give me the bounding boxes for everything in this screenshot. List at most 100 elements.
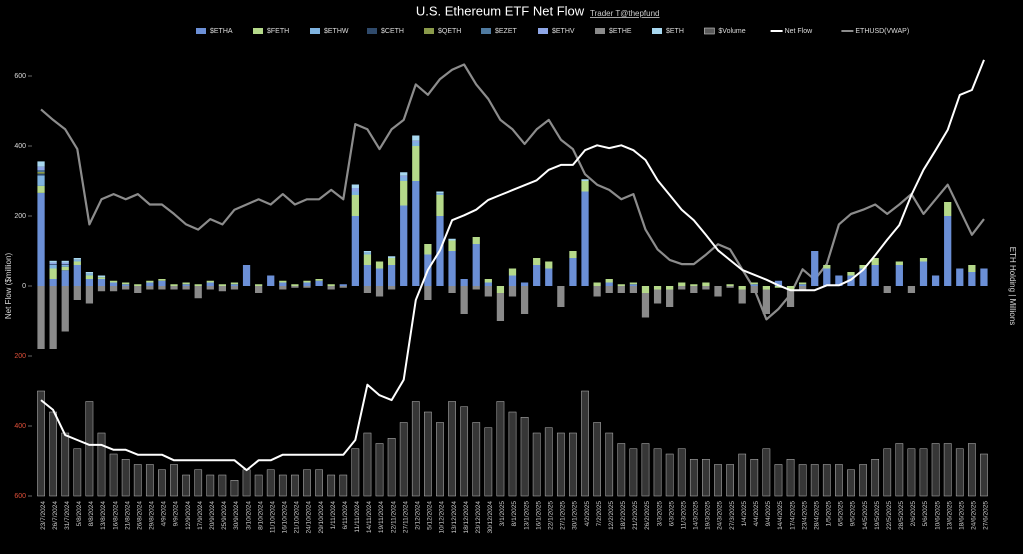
x-tick-label: 24/3/2025 <box>717 501 724 530</box>
flow-bar <box>666 289 674 307</box>
x-tick-label: 21/8/2024 <box>124 501 131 530</box>
flow-bar <box>267 275 275 286</box>
volume-bar <box>97 432 106 497</box>
flow-bar <box>496 286 505 293</box>
volume-bar <box>266 469 275 497</box>
legend-swatch <box>481 28 491 34</box>
flow-bar <box>472 244 480 286</box>
x-tick-label: 21/2/2025 <box>632 501 639 530</box>
flow-bar <box>774 280 783 286</box>
x-tick-label: 11/11/2024 <box>354 501 361 533</box>
flow-bar <box>944 202 952 216</box>
flow-bar <box>339 284 347 286</box>
legend-label: $ETHW <box>324 28 349 35</box>
flow-bar <box>61 262 69 265</box>
x-tick-label: 16/8/2024 <box>112 501 119 530</box>
flow-bar <box>85 275 94 279</box>
x-tick-label: 31/7/2024 <box>64 501 71 530</box>
flow-layer <box>37 135 988 349</box>
flow-bar <box>85 273 94 276</box>
volume-bar <box>254 474 263 497</box>
x-tick-label: 10/12/2024 <box>439 501 446 534</box>
volume-bar <box>605 432 614 497</box>
flow-bar <box>629 284 638 286</box>
flow-bar <box>351 195 359 216</box>
x-tick-label: 18/2/2025 <box>620 501 627 530</box>
x-tick-label: 18/6/2025 <box>958 501 965 530</box>
flow-bar <box>206 282 214 286</box>
x-tick-label: 13/1/2025 <box>523 501 530 530</box>
flow-bar <box>49 260 57 263</box>
flow-bar <box>375 286 384 297</box>
flow-bar <box>605 279 613 283</box>
volume-bar <box>955 448 964 497</box>
flow-bar <box>375 268 384 286</box>
volume-bar <box>351 448 360 497</box>
flow-bar <box>605 282 613 286</box>
flow-bar <box>206 286 214 290</box>
flow-bar <box>436 195 444 216</box>
x-tick-label: 11/10/2024 <box>269 501 276 533</box>
x-tick-label: 2/6/2025 <box>910 501 917 527</box>
legend-label: $QETH <box>438 28 461 35</box>
x-tick-label: 23/12/2024 <box>475 501 482 534</box>
volume-bar <box>339 474 348 497</box>
x-tick-label: 19/5/2025 <box>874 501 881 530</box>
flow-bar <box>786 289 795 307</box>
flow-bar <box>49 262 57 265</box>
flow-bar <box>206 280 214 283</box>
x-tick-label: 30/9/2024 <box>233 501 240 530</box>
volume-bar <box>508 411 517 497</box>
legend-label: $Volume <box>718 28 745 35</box>
volume-bar <box>822 464 831 497</box>
flow-bar <box>363 251 372 253</box>
flow-bar <box>351 184 359 188</box>
flow-bar <box>460 279 468 286</box>
x-tick-label: 13/6/2025 <box>946 501 953 530</box>
flow-bar <box>363 254 372 265</box>
flow-bar <box>799 282 807 285</box>
flow-bar <box>109 280 118 283</box>
flow-bar <box>37 170 45 172</box>
flow-bar <box>895 265 903 286</box>
flow-bar <box>400 172 408 176</box>
flow-bar <box>702 282 710 286</box>
x-tick-label: 21/10/2024 <box>294 501 301 534</box>
flow-bar <box>387 258 396 265</box>
flow-bar <box>291 284 299 286</box>
x-tick-label: 6/11/2024 <box>342 501 349 530</box>
flow-bar <box>750 284 758 286</box>
volume-bar <box>424 411 432 497</box>
flow-bar <box>400 205 408 286</box>
flow-bar <box>85 279 94 286</box>
flow-bar <box>545 261 553 269</box>
flow-bar <box>617 286 625 293</box>
flow-bar <box>871 265 879 286</box>
flow-bar <box>230 282 239 285</box>
legend-swatch <box>310 28 320 34</box>
flow-bar <box>412 135 420 141</box>
x-tick-label: 16/10/2024 <box>282 501 289 534</box>
flow-bar <box>508 286 517 297</box>
x-tick-label: 13/8/2024 <box>100 501 107 530</box>
legend-swatch <box>704 27 715 35</box>
volume-bar <box>399 422 408 497</box>
flow-bar <box>484 282 492 286</box>
volume-bar <box>375 443 384 497</box>
flow-bar <box>980 268 988 286</box>
legend-swatch <box>424 28 434 34</box>
flow-bar <box>182 284 190 286</box>
x-tick-label: 13/12/2024 <box>451 501 458 534</box>
flow-bar <box>170 286 178 290</box>
flow-bar <box>182 286 190 290</box>
volume-bar <box>593 422 601 497</box>
flow-bar <box>315 279 323 281</box>
flow-bar <box>400 181 408 206</box>
volume-bar <box>363 432 372 497</box>
flow-bar <box>859 268 867 286</box>
volume-bar <box>109 453 118 497</box>
x-tick-label: 8/1/2025 <box>511 501 518 527</box>
x-tick-label: 19/3/2025 <box>705 501 712 530</box>
flow-bar <box>883 286 891 293</box>
